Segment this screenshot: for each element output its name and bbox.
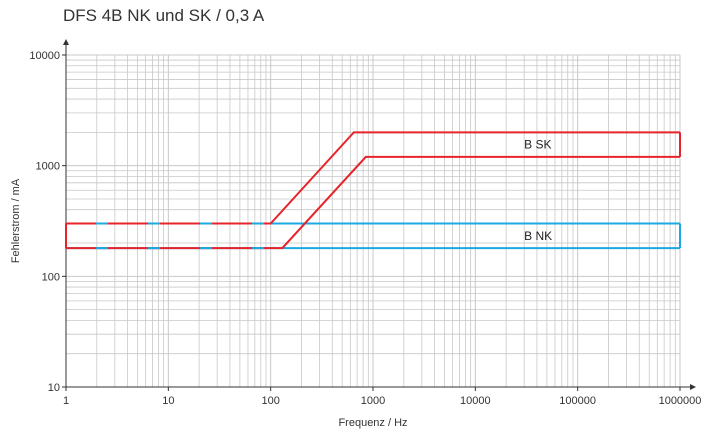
x-tick-label: 1000000 (659, 395, 702, 407)
band-label-b-sk: B SK (524, 138, 551, 152)
x-axis-title: Frequenz / Hz (338, 417, 407, 429)
y-tick-label: 10000 (29, 50, 60, 62)
axes (62, 39, 696, 391)
series-group (65, 131, 681, 250)
band-label-b-nk: B NK (524, 229, 552, 243)
chart-title: DFS 4B NK und SK / 0,3 A (63, 6, 265, 25)
x-tick-label: 1 (63, 395, 69, 407)
y-tick-label: 10 (48, 382, 60, 394)
series-b-sk-lower (66, 155, 680, 250)
x-tick-label: 100000 (559, 395, 596, 407)
grid (65, 54, 681, 388)
x-tick-label: 100 (261, 395, 279, 407)
y-tick-label: 1000 (36, 161, 60, 173)
x-tick-label: 10 (162, 395, 174, 407)
y-tick-label: 100 (42, 271, 60, 283)
labels-group: 1 10 100 1000 10000 100000 1000000101001000100… (10, 50, 701, 429)
y-axis-arrow (63, 39, 69, 45)
x-tick-label: 1000 (361, 395, 385, 407)
x-tick-label: 10000 (460, 395, 491, 407)
y-axis-title: Fehlerstrom / mA (10, 178, 22, 263)
series-b-sk-upper (66, 131, 680, 225)
x-axis-arrow (690, 384, 696, 390)
